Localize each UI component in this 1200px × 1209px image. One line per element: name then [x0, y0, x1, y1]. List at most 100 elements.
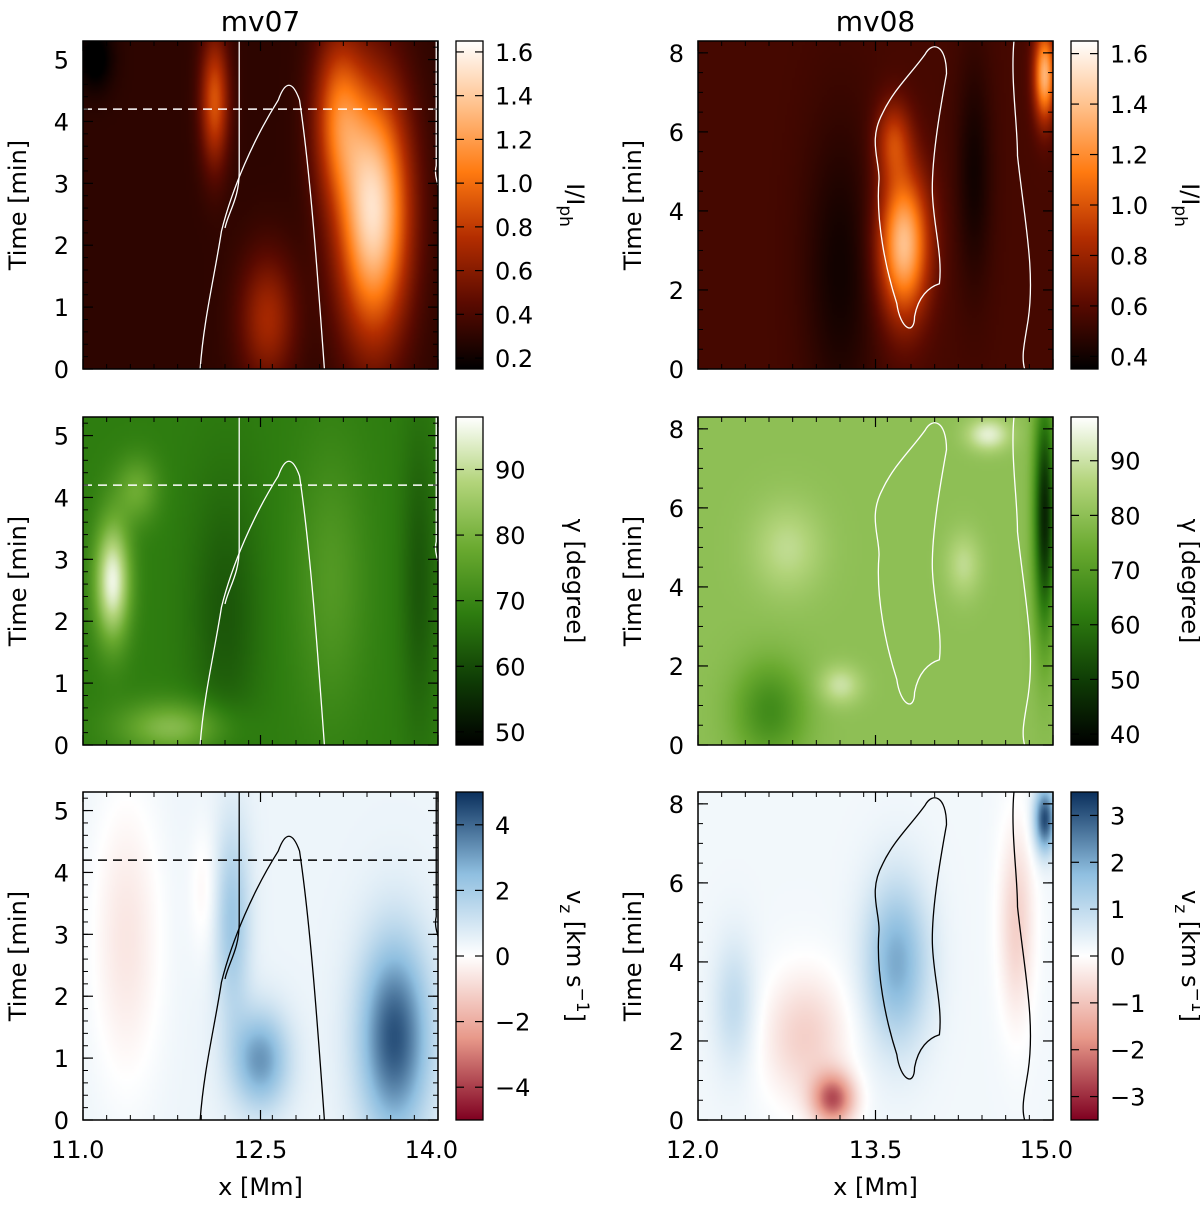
contour-line: [875, 423, 946, 704]
colorbar-tick-label: 0.8: [495, 214, 533, 242]
colorbar-tick-label: 0.6: [1110, 293, 1148, 321]
heatmap-image: [83, 792, 438, 1120]
y-tick-label: 4: [54, 859, 69, 887]
y-tick-label: 8: [669, 416, 684, 444]
y-tick-label: 2: [669, 1028, 684, 1056]
heatmap-image: [83, 417, 438, 745]
y-tick-label: 8: [669, 791, 684, 819]
contour-line: [875, 47, 946, 328]
colorbar-tick-label: 1.2: [1110, 142, 1148, 170]
colorbar-tick-label: −4: [495, 1074, 530, 1102]
y-tick-label: 2: [54, 983, 69, 1011]
y-axis-label: Time [min]: [4, 516, 32, 647]
contour-group: [875, 41, 1030, 369]
x-tick-label: 13.5: [849, 1136, 902, 1164]
y-axis-label: Time [min]: [619, 140, 647, 271]
colorbar-tick-label: 1.0: [1110, 192, 1148, 220]
colorbar: [455, 40, 484, 370]
colorbar-tick-label: 1.6: [495, 39, 533, 67]
colorbar-tick-label: 80: [1110, 502, 1141, 530]
y-tick-label: 4: [669, 949, 684, 977]
y-tick-label: 4: [54, 108, 69, 136]
colorbar-label-subscript: z: [1170, 904, 1190, 913]
panel-2: mv08 0 2 4 6 8 Time [min] 0.4 0.6 0.8 1.0 1.2 1.4 1.6…: [619, 5, 1200, 384]
colorbar-label-text: v: [1176, 890, 1200, 904]
colorbar-tick-label: 40: [1110, 721, 1141, 749]
colorbar-tick-label: −3: [1110, 1084, 1145, 1112]
y-tick-label: 4: [54, 484, 69, 512]
colorbar-label-subscript: z: [555, 904, 575, 913]
colorbar-label-text: γ [degree]: [1176, 519, 1200, 644]
colorbar-label: γ [degree]: [1176, 519, 1200, 644]
colorbar-tick-label: 60: [1110, 612, 1141, 640]
y-tick-label: 2: [54, 232, 69, 260]
y-axis-label: Time [min]: [619, 516, 647, 647]
colorbar-tick-label: 1.0: [495, 170, 533, 198]
colorbar-label: I/Iph: [1170, 183, 1200, 227]
panel-4: 0 2 4 6 8 Time [min] 40 50 60 70 80 90 γ [degree]: [619, 416, 1200, 760]
y-tick-label: 2: [54, 608, 69, 636]
contour-line: [200, 461, 324, 745]
x-axis-label: x [Mm]: [833, 1173, 918, 1201]
colorbar-label-unit: [km s: [1176, 913, 1200, 987]
panel-3: 0 1 2 3 4 5 Time [min] 50 60 70 80 90 γ [degree]: [4, 417, 589, 760]
panel-1: mv07 0 1 2 3 4 5 Time [min] 0.2 0.4 0.6 0.8 1.0 1.2 1.…: [4, 5, 589, 384]
y-tick-label: 6: [669, 870, 684, 898]
contour-group: [875, 417, 1030, 745]
colorbar-label: vz [km s−1]: [1170, 890, 1200, 1022]
colorbar-label-unit: [km s: [561, 913, 589, 987]
contour-line: [875, 798, 946, 1079]
colorbar-tick-label: 1.6: [1110, 41, 1148, 69]
contour-line: [225, 792, 239, 979]
colorbar-tick-label: 70: [1110, 557, 1141, 585]
y-axis-label: Time [min]: [4, 891, 32, 1022]
contour-line: [200, 85, 324, 369]
colorbar: [1070, 416, 1099, 746]
colorbar-tick-label: 70: [495, 588, 526, 616]
panel-title: mv07: [221, 5, 300, 38]
x-tick-label: 15.0: [1020, 1136, 1073, 1164]
colorbar-label-text: v: [561, 890, 589, 904]
colorbar-label-subscript: ph: [555, 205, 575, 227]
contour-line: [1013, 792, 1031, 1120]
contour-line: [225, 41, 239, 228]
colorbar-tick-label: 0: [495, 943, 510, 971]
colorbar-label: vz [km s−1]: [555, 890, 592, 1022]
colorbar-tick-label: 2: [1110, 849, 1125, 877]
colorbar: [455, 416, 484, 746]
heatmap-image: [698, 417, 1053, 745]
colorbar-tick-label: 0.8: [1110, 242, 1148, 270]
panel-5: 11.0 12.5 14.0 x [Mm] 0 1 2 3 4 5 Time [min] −4 −2 0 2…: [4, 792, 592, 1201]
colorbar-tick-label: 90: [1110, 448, 1141, 476]
colorbar-label-text: I/I: [1176, 183, 1200, 205]
y-tick-label: 4: [669, 198, 684, 226]
heatmap-image: [83, 41, 438, 369]
y-tick-label: 5: [54, 798, 69, 826]
y-tick-label: 0: [54, 356, 69, 384]
y-tick-label: 2: [669, 277, 684, 305]
colorbar-label-text: I/I: [561, 183, 589, 205]
colorbar-label-bracket: ]: [1176, 1013, 1200, 1022]
colorbar-label-superscript: −1: [1187, 988, 1200, 1013]
y-tick-label: 0: [669, 732, 684, 760]
heatmap-image: [698, 41, 1053, 369]
colorbar-tick-label: −1: [1110, 990, 1145, 1018]
colorbar-tick-label: 1.2: [495, 126, 533, 154]
y-tick-label: 4: [669, 574, 684, 602]
colorbar-tick-label: −2: [495, 1009, 530, 1037]
y-axis-label: Time [min]: [619, 891, 647, 1022]
colorbar-tick-label: 0: [1110, 943, 1125, 971]
y-tick-label: 3: [54, 170, 69, 198]
y-tick-label: 2: [669, 653, 684, 681]
panel-title: mv08: [836, 5, 915, 38]
panel-6: 12.0 13.5 15.0 x [Mm] 0 2 4 6 8 Time [min] −3 −2 −1 0…: [619, 791, 1200, 1201]
colorbar-tick-label: 1.4: [495, 83, 533, 111]
colorbar-tick-label: 0.4: [1110, 343, 1148, 371]
colorbar-label-superscript: −1: [572, 988, 592, 1013]
y-tick-label: 1: [54, 1045, 69, 1073]
contour-line: [225, 417, 239, 604]
colorbar-tick-label: 0.6: [495, 258, 533, 286]
x-tick-label: 11.0: [51, 1136, 104, 1164]
colorbar-tick-label: 4: [495, 812, 510, 840]
